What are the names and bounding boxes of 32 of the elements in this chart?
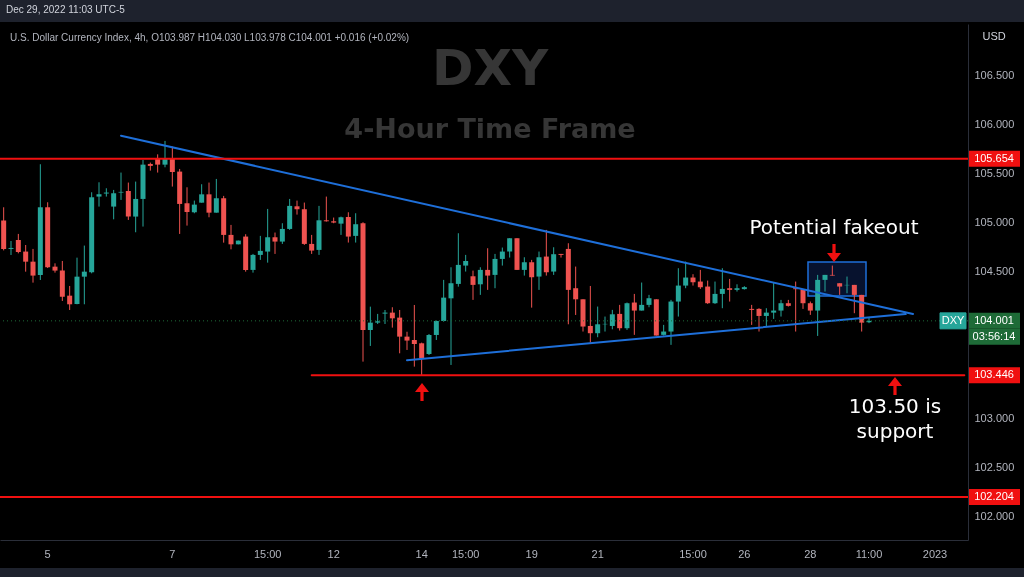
x-tick-label: 15:00 <box>253 547 282 560</box>
ref-line-label: 104.001 <box>974 313 1014 326</box>
ref-line-label: 102.204 <box>974 489 1014 502</box>
x-tick-label: 19 <box>525 547 538 560</box>
x-tick-label: 28 <box>804 547 817 560</box>
text: Dec 29, 2022 11:03 UTC-5 <box>6 4 125 15</box>
y-tick-label: 102.000 <box>974 510 1015 523</box>
data-label: 103.446 <box>974 368 1014 381</box>
x-tick-label: 12 <box>327 547 340 560</box>
y-tick-label: 103.000 <box>974 412 1015 425</box>
x-tick-label: 26 <box>738 547 751 560</box>
annotation: U.S. Dollar Currency Index, 4h, O103.987 H104.030 L103.978 C104.001 +0.016 (+0.02%) <box>10 32 410 43</box>
y-tick-label: 105.000 <box>974 216 1015 229</box>
x-tick-label: 21 <box>591 547 604 560</box>
x-tick-label: 2023 <box>922 547 948 560</box>
x-tick-label: 7 <box>169 547 176 560</box>
y-tick-label: 106.000 <box>974 118 1015 131</box>
x-tick-label: 15:00 <box>679 547 707 560</box>
x-tick-label: 15:00 <box>451 547 480 560</box>
text: DXY <box>941 313 965 326</box>
y-tick-label: 106.500 <box>974 69 1015 82</box>
text: 03:56:14 <box>972 329 1016 342</box>
y-tick-label: 104.500 <box>974 265 1015 278</box>
x-tick-label: 5 <box>44 547 51 560</box>
y-tick-label: 105.500 <box>974 167 1015 180</box>
y-tick-label: 102.500 <box>974 461 1015 474</box>
y-axis-title: USD <box>982 29 1006 42</box>
annotation: 103.50 is support <box>848 394 942 443</box>
ref-line-label: 105.654 <box>974 151 1014 164</box>
x-tick-label: 14 <box>415 547 428 560</box>
x-tick-label: 11:00 <box>855 547 883 560</box>
annotation: Potential fakeout <box>749 215 919 239</box>
